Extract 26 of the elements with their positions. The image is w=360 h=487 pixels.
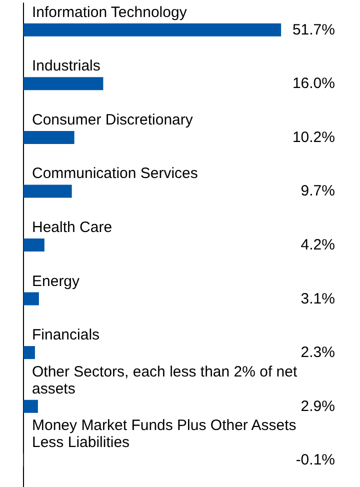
bar bbox=[23, 400, 38, 413]
data-label: 16.0% bbox=[292, 75, 335, 92]
bar bbox=[23, 130, 74, 144]
bar bbox=[23, 23, 282, 36]
data-label: 3.1% bbox=[300, 290, 335, 308]
y-tick-label: Health Care bbox=[32, 219, 112, 236]
data-label: -0.1% bbox=[296, 452, 335, 469]
y-tick-label: Information Technology bbox=[32, 4, 188, 21]
data-label: 10.2% bbox=[292, 128, 335, 146]
bar bbox=[23, 346, 35, 360]
data-label: 4.2% bbox=[300, 236, 335, 254]
y-tick-label: Financials bbox=[32, 326, 100, 344]
data-label: 2.3% bbox=[300, 344, 335, 362]
y-tick-label: Other Sectors, each less than 2% of net assets bbox=[32, 363, 302, 398]
y-tick-label: Consumer Discretionary bbox=[32, 111, 194, 128]
y-tick-label: Money Market Funds Plus Other Assets Less Liabilities bbox=[32, 417, 300, 452]
y-tick-label: Industrials bbox=[32, 58, 100, 75]
data-label: 9.7% bbox=[300, 182, 335, 200]
y-tick-label: Energy bbox=[32, 272, 80, 290]
bar bbox=[23, 238, 44, 252]
bar bbox=[23, 77, 104, 90]
bar bbox=[23, 184, 72, 198]
y-tick-label: Communication Services bbox=[32, 165, 198, 182]
bar bbox=[23, 292, 39, 306]
data-label: 51.7% bbox=[292, 21, 335, 38]
data-label: 2.9% bbox=[300, 398, 335, 415]
